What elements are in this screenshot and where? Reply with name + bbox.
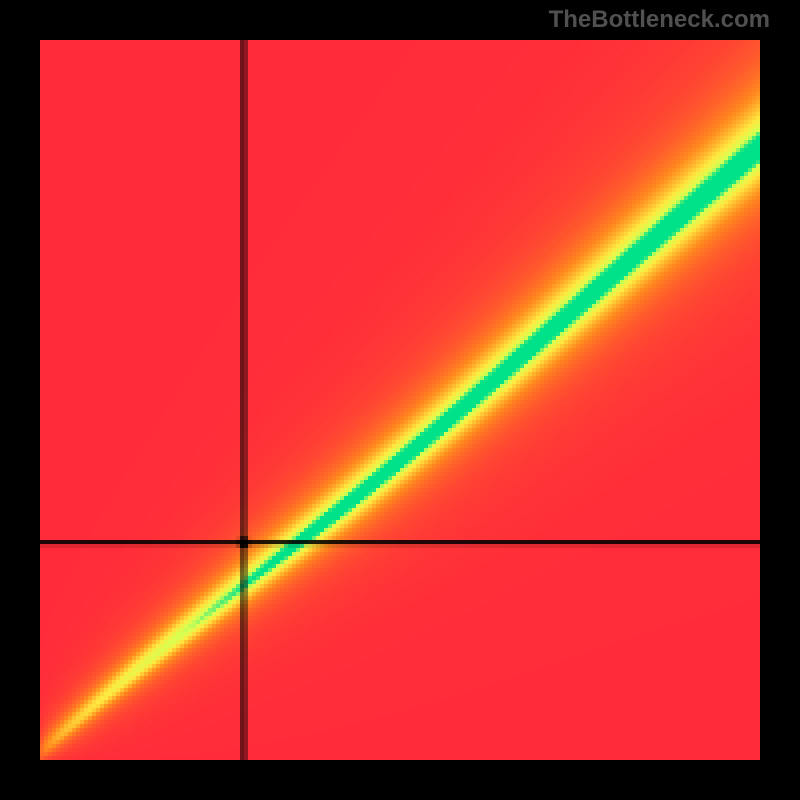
watermark-text: TheBottleneck.com: [549, 6, 770, 34]
chart-container: { "watermark": "TheBottleneck.com", "cha…: [0, 0, 800, 800]
bottleneck-heatmap: [40, 40, 760, 760]
